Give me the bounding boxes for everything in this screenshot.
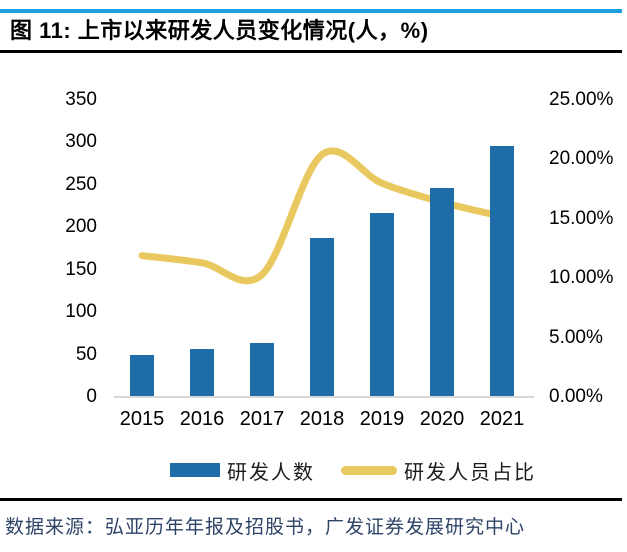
- x-axis: 2015 2016 2017 2018 2019 2020 2021: [0, 408, 627, 432]
- left-axis-tick: 100: [65, 301, 97, 323]
- left-axis-tick: 150: [65, 258, 97, 280]
- right-axis-tick: 15.00%: [549, 207, 614, 229]
- right-axis-tick: 10.00%: [549, 267, 614, 289]
- left-axis-tick: 0: [86, 386, 97, 407]
- bar-2020: [430, 188, 454, 397]
- bar-2016: [190, 348, 214, 397]
- x-axis-label-2015: 2015: [119, 408, 165, 430]
- left-axis-tick: 50: [75, 343, 97, 365]
- left-axis-tick: 250: [65, 173, 97, 195]
- legend: 研发人数 研发人员占比: [170, 455, 536, 485]
- right-axis-tick: 25.00%: [549, 89, 614, 110]
- x-axis-label-2017: 2017: [239, 408, 285, 430]
- legend-bar-label: 研发人数: [227, 461, 315, 484]
- right-axis-tick: 0.00%: [549, 386, 603, 407]
- bar-2017: [250, 342, 274, 397]
- footer-divider: [0, 498, 622, 501]
- legend-bar-swatch: [170, 463, 220, 477]
- source-note: 数据来源：弘亚历年年报及招股书，广发证券发展研究中心: [5, 517, 526, 538]
- right-axis-tick: 20.00%: [549, 148, 614, 170]
- left-axis: 350 300 250 200 150 100 50 0: [55, 90, 97, 407]
- right-axis: 25.00% 20.00% 15.00% 10.00% 5.00% 0.00%: [549, 90, 627, 407]
- title-divider: [0, 50, 622, 53]
- x-axis-label-2019: 2019: [359, 408, 405, 430]
- legend-line-label: 研发人员占比: [404, 461, 536, 484]
- top-accent-bar: [0, 9, 622, 13]
- bar-2015: [130, 354, 154, 397]
- legend-line-swatch: [341, 465, 397, 475]
- x-axis-label-2020: 2020: [419, 408, 465, 430]
- plot-area: [118, 100, 532, 397]
- left-axis-tick: 200: [65, 216, 97, 238]
- x-axis-label-2016: 2016: [179, 408, 225, 430]
- left-axis-tick: 350: [65, 89, 97, 110]
- x-axis-label-2018: 2018: [299, 408, 345, 430]
- bar-2019: [370, 212, 394, 397]
- x-axis-label-2021: 2021: [479, 408, 525, 430]
- left-axis-tick: 300: [65, 131, 97, 153]
- x-axis-line: [114, 396, 534, 398]
- bar-2021: [490, 145, 514, 397]
- right-axis-tick: 5.00%: [549, 326, 603, 348]
- bar-2018: [310, 238, 334, 397]
- figure-title: 图 11: 上市以来研发人员变化情况(人，%): [10, 18, 429, 43]
